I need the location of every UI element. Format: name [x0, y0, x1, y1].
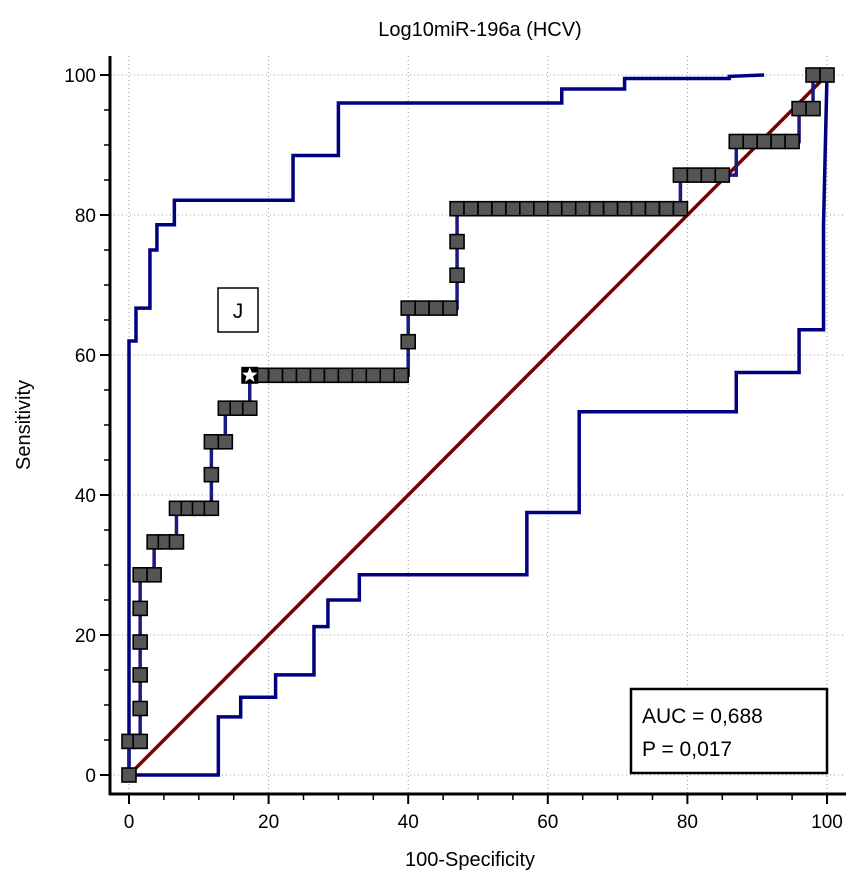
roc-marker: [588, 200, 605, 217]
y-tick-label-5: 100: [64, 66, 96, 87]
roc-marker: [146, 566, 162, 583]
y-axis-title: Sensitivity: [13, 380, 35, 470]
roc-marker: [267, 367, 284, 384]
stats-box: AUC = 0,688 P = 0,017: [629, 687, 829, 775]
x-tick-label-0: 0: [124, 812, 135, 833]
roc-marker: [400, 300, 417, 316]
roc-marker: [351, 367, 368, 384]
roc-marker: [132, 667, 148, 683]
roc-marker: [428, 300, 444, 316]
marker-group: [121, 67, 835, 783]
auc-text: AUC = 0,688: [642, 705, 763, 728]
x-tick-label-5: 100: [811, 812, 843, 833]
roc-marker: [442, 300, 458, 316]
roc-marker: [365, 367, 382, 384]
p-value-text: P = 0,017: [642, 738, 732, 761]
roc-marker: [203, 500, 220, 517]
panel-label-frame: [217, 287, 259, 333]
axis-ticks: 0 20 40 60 80 100 0 20 40 60 80 100: [64, 66, 843, 833]
optimal-point-star-icon: [241, 367, 258, 382]
x-tick-label-4: 80: [677, 812, 698, 833]
roc-marker: [491, 200, 507, 217]
roc-marker: [791, 100, 807, 117]
roc-marker: [400, 333, 417, 350]
roc-marker: [449, 233, 465, 250]
roc-marker: [784, 133, 800, 150]
panel-label: J: [233, 300, 244, 323]
roc-marker: [519, 200, 535, 217]
roc-marker: [672, 200, 689, 217]
roc-marker: [546, 200, 563, 217]
roc-marker: [602, 200, 619, 217]
y-tick-label-2: 40: [75, 486, 96, 507]
roc-marker: [337, 367, 354, 384]
roc-marker: [700, 167, 717, 183]
roc-marker: [393, 367, 410, 384]
roc-marker: [505, 200, 521, 217]
roc-marker: [217, 433, 234, 450]
x-tick-label-2: 40: [398, 812, 419, 833]
roc-marker: [574, 200, 591, 217]
roc-marker: [686, 167, 703, 183]
roc-marker: [132, 700, 148, 717]
y-tick-label-3: 60: [75, 346, 96, 367]
roc-marker: [414, 300, 430, 316]
roc-marker: [132, 600, 148, 617]
roc-marker: [477, 200, 493, 217]
roc-marker: [658, 200, 675, 217]
panel-label-box: J: [217, 287, 259, 333]
x-tick-label-3: 60: [537, 812, 558, 833]
roc-marker: [630, 200, 647, 217]
roc-marker: [309, 367, 326, 384]
ci-lower-line: [129, 74, 829, 777]
roc-marker: [819, 67, 835, 83]
roc-marker: [644, 200, 661, 217]
roc-marker: [121, 767, 137, 783]
x-axis-title: 100-Specificity: [405, 849, 535, 871]
roc-marker: [203, 433, 220, 450]
roc-marker: [533, 200, 549, 217]
roc-marker: [132, 566, 148, 583]
roc-marker: [805, 100, 821, 117]
roc-marker: [770, 133, 786, 150]
roc-marker: [203, 466, 220, 483]
roc-marker: [672, 167, 689, 183]
y-tick-label-1: 20: [75, 626, 96, 647]
roc-marker: [281, 367, 298, 384]
reference-line-line: [127, 73, 829, 777]
roc-marker: [756, 133, 772, 150]
chart-title: Log10miR-196a (HCV): [378, 19, 581, 41]
y-tick-label-4: 80: [75, 206, 96, 227]
roc-marker: [714, 167, 731, 183]
roc-marker: [616, 200, 633, 217]
roc-marker: [560, 200, 577, 217]
roc-marker: [728, 133, 745, 150]
roc-marker: [132, 733, 148, 750]
roc-marker: [449, 200, 465, 217]
roc-marker: [742, 133, 759, 150]
ci-upper-line: [127, 73, 765, 775]
roc-marker: [805, 67, 821, 83]
y-tick-label-0: 0: [85, 766, 96, 787]
x-tick-label-1: 20: [258, 812, 279, 833]
roc-marker: [323, 367, 340, 384]
roc-marker: [241, 400, 258, 417]
roc-marker: [295, 367, 312, 384]
roc-marker: [379, 367, 396, 384]
roc-marker: [132, 634, 148, 650]
roc-marker: [168, 534, 185, 550]
roc-marker: [449, 267, 465, 284]
stats-box-frame: [629, 687, 829, 775]
roc-marker: [463, 200, 479, 217]
